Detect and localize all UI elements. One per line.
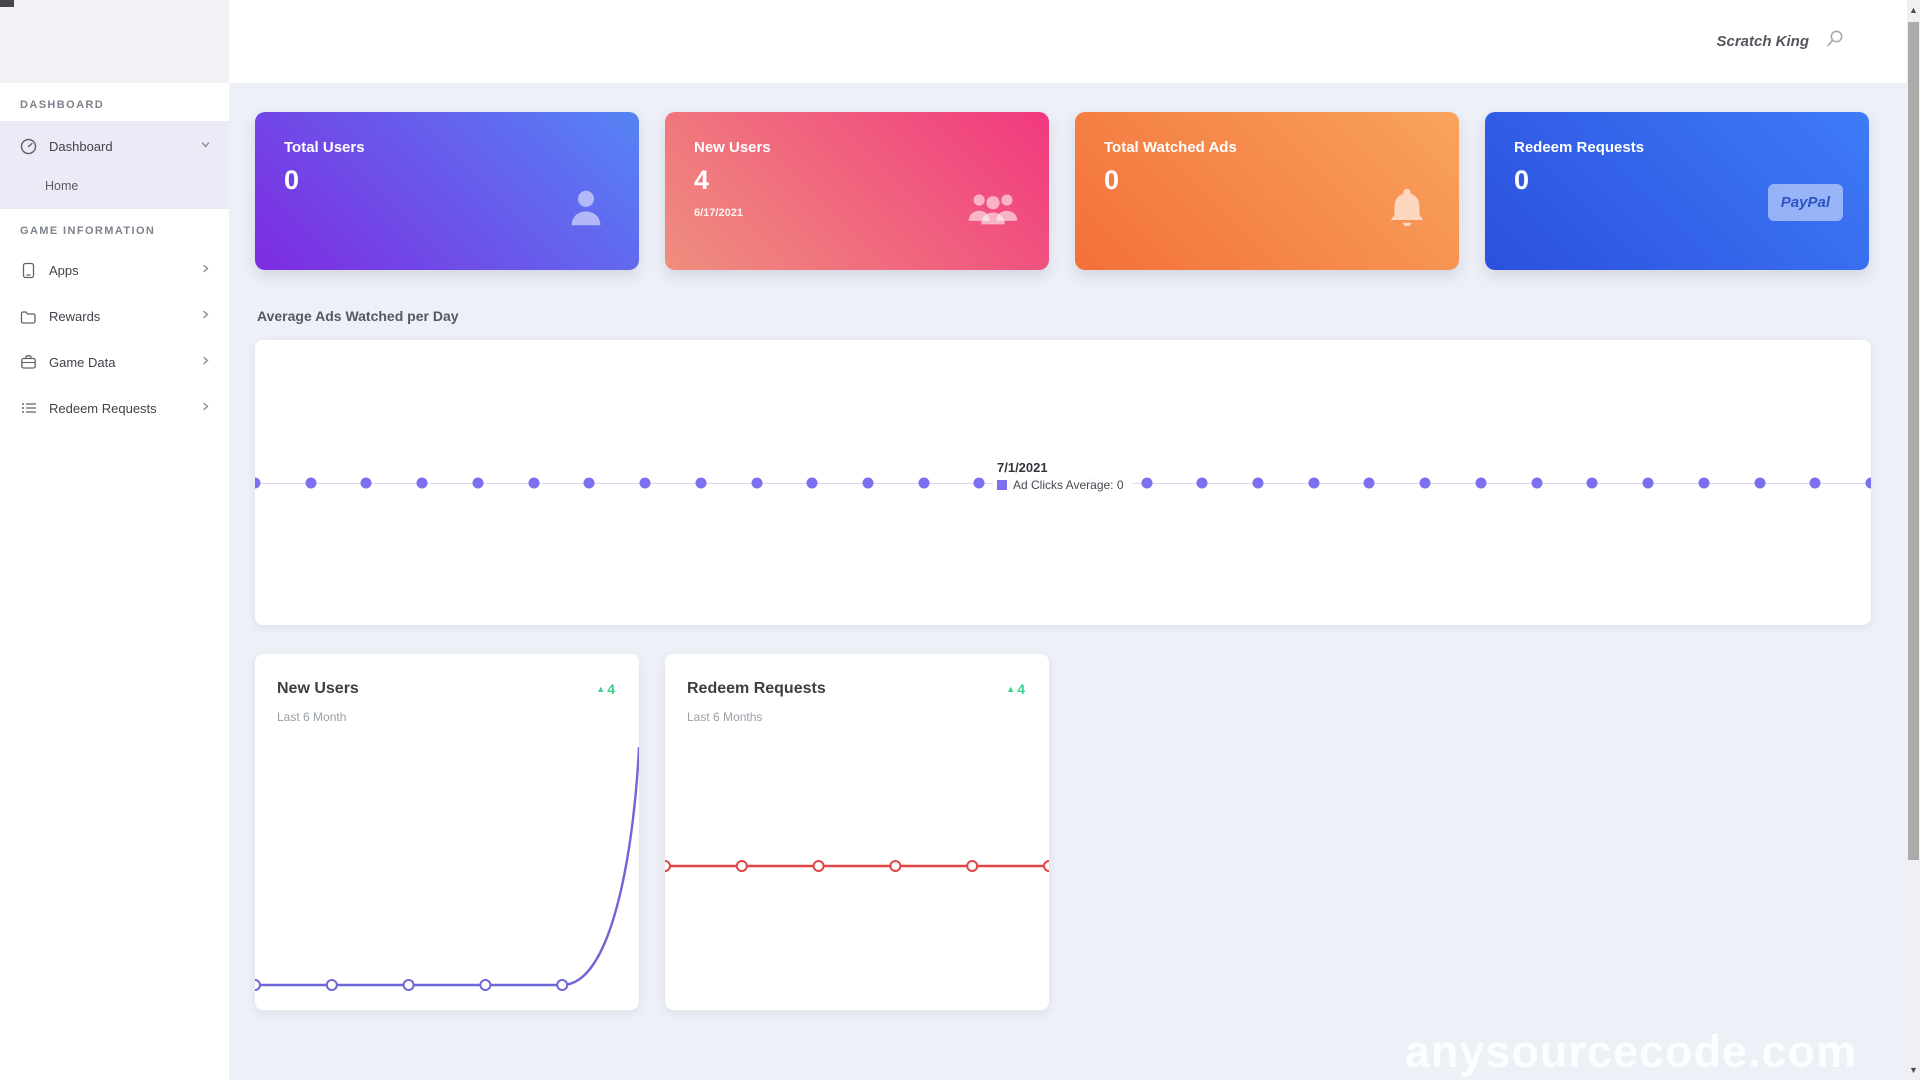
- new-users-chart: [255, 746, 639, 991]
- tooltip-date: 7/1/2021: [997, 460, 1048, 475]
- delta-value: 4: [607, 681, 615, 697]
- sidebar-item-home[interactable]: Home: [0, 167, 229, 205]
- stat-card-total-users: Total Users 0: [255, 112, 639, 270]
- stat-card-new-users: New Users 4 6/17/2021: [665, 112, 1049, 270]
- sidebar-item-redeem-requests[interactable]: Redeem Requests: [0, 385, 229, 431]
- sidebar-item-label: Home: [45, 179, 79, 193]
- mini-card-subtitle: Last 6 Months: [687, 710, 763, 724]
- mini-card-new-users: New Users Last 6 Month ▲ 4: [255, 654, 639, 1010]
- stat-card-total-watched-ads: Total Watched Ads 0: [1075, 112, 1459, 270]
- redeem-list-icon: [20, 400, 37, 417]
- logo-area: [0, 0, 229, 83]
- mini-card-title: Redeem Requests: [687, 680, 826, 697]
- triangle-up-icon: ▲: [1006, 684, 1016, 694]
- legend-square-icon: [997, 480, 1007, 490]
- bell-icon: [1385, 185, 1429, 238]
- sidebar-item-label: Redeem Requests: [49, 400, 157, 416]
- main-area: Scratch King Total Users 0 New Users 4: [229, 0, 1907, 1080]
- game-data-icon: [20, 354, 37, 371]
- scroll-down-arrow-icon[interactable]: ▼: [1909, 1065, 1918, 1075]
- sidebar-item-apps[interactable]: Apps: [0, 247, 229, 293]
- watermark: anysourcecode.com: [1404, 1026, 1857, 1077]
- sidebar: DASHBOARD Dashboard Home GAME INFORMATIO…: [0, 0, 229, 1080]
- mini-card-title: New Users: [277, 680, 359, 697]
- main-chart-heading: Average Ads Watched per Day: [257, 308, 459, 324]
- stat-value: 0: [1514, 165, 1530, 195]
- scrollbar-thumb[interactable]: [1908, 22, 1919, 860]
- sidebar-active-group: Dashboard Home: [0, 121, 229, 209]
- tooltip-label: Ad Clicks Average: 0: [1013, 478, 1124, 492]
- sidebar-item-dashboard[interactable]: Dashboard: [0, 125, 229, 167]
- chevron-right-icon: [200, 307, 211, 325]
- chevron-right-icon: [200, 261, 211, 279]
- stat-title: Total Watched Ads: [1104, 139, 1237, 156]
- paypal-badge: PayPal: [1767, 184, 1843, 221]
- stat-title: New Users: [694, 139, 771, 156]
- stat-card-redeem-requests: Redeem Requests 0 PayPal: [1485, 112, 1869, 270]
- delta-badge: ▲ 4: [596, 681, 615, 697]
- stat-title: Total Users: [284, 139, 365, 156]
- topbar: Scratch King: [229, 0, 1907, 83]
- apps-icon: [20, 262, 37, 279]
- content: Total Users 0 New Users 4 6/17/2021 Tota…: [229, 83, 1907, 1080]
- mini-card-subtitle: Last 6 Month: [277, 710, 347, 724]
- sidebar-item-label: Apps: [49, 262, 79, 278]
- main-chart-tooltip: 7/1/2021 Ad Clicks Average: 0: [993, 458, 1132, 496]
- chevron-right-icon: [200, 353, 211, 371]
- sidebar-item-rewards[interactable]: Rewards: [0, 293, 229, 339]
- stat-date: 6/17/2021: [694, 207, 743, 219]
- chevron-down-icon: [200, 137, 211, 155]
- main-chart-card: 7/1/2021 Ad Clicks Average: 0: [255, 340, 1871, 625]
- scroll-up-arrow-icon[interactable]: ▲: [1909, 5, 1918, 15]
- speedometer-icon: [20, 138, 37, 155]
- redeem-requests-chart: [665, 860, 1049, 872]
- vertical-scrollbar[interactable]: ▲ ▼: [1907, 0, 1920, 1080]
- corner-artifact: [0, 0, 14, 7]
- sidebar-item-label: Dashboard: [49, 138, 113, 154]
- mini-card-redeem-requests: Redeem Requests Last 6 Months ▲ 4: [665, 654, 1049, 1010]
- triangle-up-icon: ▲: [596, 684, 606, 694]
- stat-cards-row: Total Users 0 New Users 4 6/17/2021 Tota…: [255, 112, 1869, 270]
- sidebar-item-game-data[interactable]: Game Data: [0, 339, 229, 385]
- stat-value: 0: [1104, 165, 1120, 195]
- stat-title: Redeem Requests: [1514, 139, 1645, 156]
- sidebar-game-items: Apps Rewards Game Data: [0, 247, 229, 431]
- delta-badge: ▲ 4: [1006, 681, 1025, 697]
- person-icon: [563, 185, 609, 236]
- sidebar-item-label: Rewards: [49, 308, 101, 324]
- sidebar-item-label: Game Data: [49, 354, 116, 370]
- chevron-right-icon: [200, 399, 211, 417]
- search-icon[interactable]: [1823, 28, 1845, 55]
- sidebar-section-dashboard: DASHBOARD: [20, 99, 105, 111]
- delta-value: 4: [1017, 681, 1025, 697]
- people-group-icon: [967, 185, 1019, 234]
- sidebar-section-game-information: GAME INFORMATION: [20, 225, 156, 237]
- stat-value: 0: [284, 165, 300, 195]
- rewards-icon: [20, 308, 37, 325]
- user-name: Scratch King: [1716, 33, 1809, 50]
- stat-value: 4: [694, 165, 710, 195]
